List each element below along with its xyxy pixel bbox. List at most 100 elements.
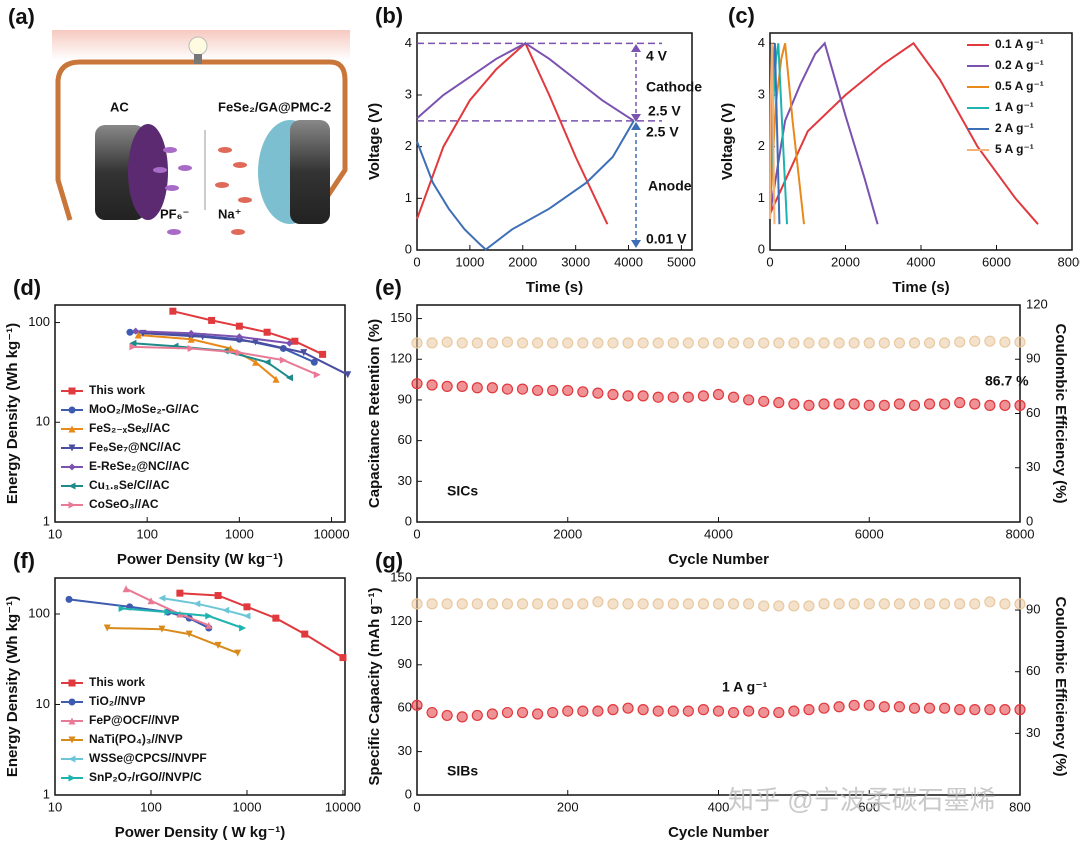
anion-label: PF₆⁻ xyxy=(160,206,189,221)
plot-frame xyxy=(416,32,693,251)
marker xyxy=(214,592,222,600)
marker xyxy=(339,654,347,662)
marker xyxy=(187,344,195,352)
x-tick-label: 0 xyxy=(413,799,420,814)
y-tick-label: 0 xyxy=(405,786,412,801)
point xyxy=(562,384,574,397)
point xyxy=(893,598,906,610)
point xyxy=(577,598,589,610)
panel-label: (c) xyxy=(728,3,755,28)
point xyxy=(577,705,589,717)
x-tick-label: 4000 xyxy=(907,254,936,269)
point xyxy=(712,598,725,610)
point xyxy=(833,701,845,713)
panel-label: (b) xyxy=(375,3,403,28)
annotation: SICs xyxy=(447,483,478,499)
point xyxy=(758,337,770,349)
point xyxy=(818,598,830,610)
point xyxy=(667,391,679,403)
marker xyxy=(122,585,130,593)
point xyxy=(637,704,649,716)
legend-marker xyxy=(68,387,76,395)
y-tick-label: 1 xyxy=(43,513,50,528)
point xyxy=(637,598,649,610)
point xyxy=(908,337,921,349)
x-tick-label: 10000 xyxy=(325,799,361,814)
point xyxy=(893,701,906,713)
point xyxy=(848,337,860,349)
x-tick-label: 8000 xyxy=(1058,254,1080,269)
point xyxy=(923,337,936,349)
point xyxy=(667,705,679,717)
legend-marker xyxy=(68,406,76,414)
point xyxy=(984,399,996,411)
point xyxy=(893,337,906,349)
point xyxy=(471,709,483,722)
point xyxy=(501,598,514,610)
marker xyxy=(235,349,243,357)
y-axis-label: Capacitance Retention (%) xyxy=(366,319,383,508)
marker xyxy=(286,374,294,382)
y-tick-label: 1 xyxy=(43,786,50,801)
x-tick-label: 100 xyxy=(136,526,158,541)
point xyxy=(803,399,815,411)
point xyxy=(848,598,860,610)
point xyxy=(923,398,936,410)
y-tick-label: 60 xyxy=(398,432,412,447)
point xyxy=(773,337,785,349)
point xyxy=(908,702,921,714)
point xyxy=(667,337,679,349)
legend-marker xyxy=(68,755,76,763)
series-line xyxy=(161,597,248,617)
point xyxy=(758,706,770,719)
marker xyxy=(193,600,201,608)
legend-marker xyxy=(68,425,76,433)
marker xyxy=(344,371,352,379)
point xyxy=(788,398,800,410)
point xyxy=(441,336,453,348)
x-tick-label: 0 xyxy=(413,526,420,541)
legend-label: MoO₂/MoSe₂-G//AC xyxy=(89,402,199,416)
point xyxy=(984,596,996,608)
cations xyxy=(215,147,252,235)
marker xyxy=(226,344,234,352)
point xyxy=(441,598,453,610)
point xyxy=(637,390,649,402)
cation-label: Na⁺ xyxy=(218,206,241,221)
y-axis-label: Voltage (V) xyxy=(719,103,736,180)
x-tick-label: 400 xyxy=(708,799,730,814)
marker xyxy=(129,339,137,347)
series-line xyxy=(416,120,635,251)
marker xyxy=(176,589,184,597)
legend-label: 2 A g⁻¹ xyxy=(995,121,1034,135)
point xyxy=(486,382,498,394)
marker xyxy=(118,605,126,613)
panel-label: (a) xyxy=(8,4,35,29)
point xyxy=(456,711,468,723)
point xyxy=(999,704,1011,716)
x-tick-label: 6000 xyxy=(855,526,884,541)
annotation: 0.01 V xyxy=(646,231,687,247)
series-line xyxy=(416,41,609,225)
point xyxy=(607,388,619,401)
point xyxy=(727,391,740,403)
point xyxy=(697,704,710,716)
y-tick-label: 1 xyxy=(405,190,412,205)
y-tick-label: 120 xyxy=(390,613,412,628)
legend-label: This work xyxy=(89,675,145,689)
point xyxy=(516,383,529,395)
panel-label: (d) xyxy=(13,275,41,300)
point xyxy=(818,398,830,410)
point xyxy=(1014,598,1026,610)
x-tick-label: 3000 xyxy=(561,254,590,269)
point xyxy=(426,598,438,610)
point xyxy=(592,705,604,717)
legend-marker xyxy=(68,698,76,706)
y2-tick-label: 90 xyxy=(1026,351,1040,366)
y2-tick-label: 90 xyxy=(1026,601,1040,616)
point xyxy=(652,337,664,349)
point xyxy=(969,598,981,610)
marker xyxy=(222,606,230,614)
annotation: 2.5 V xyxy=(646,124,679,140)
